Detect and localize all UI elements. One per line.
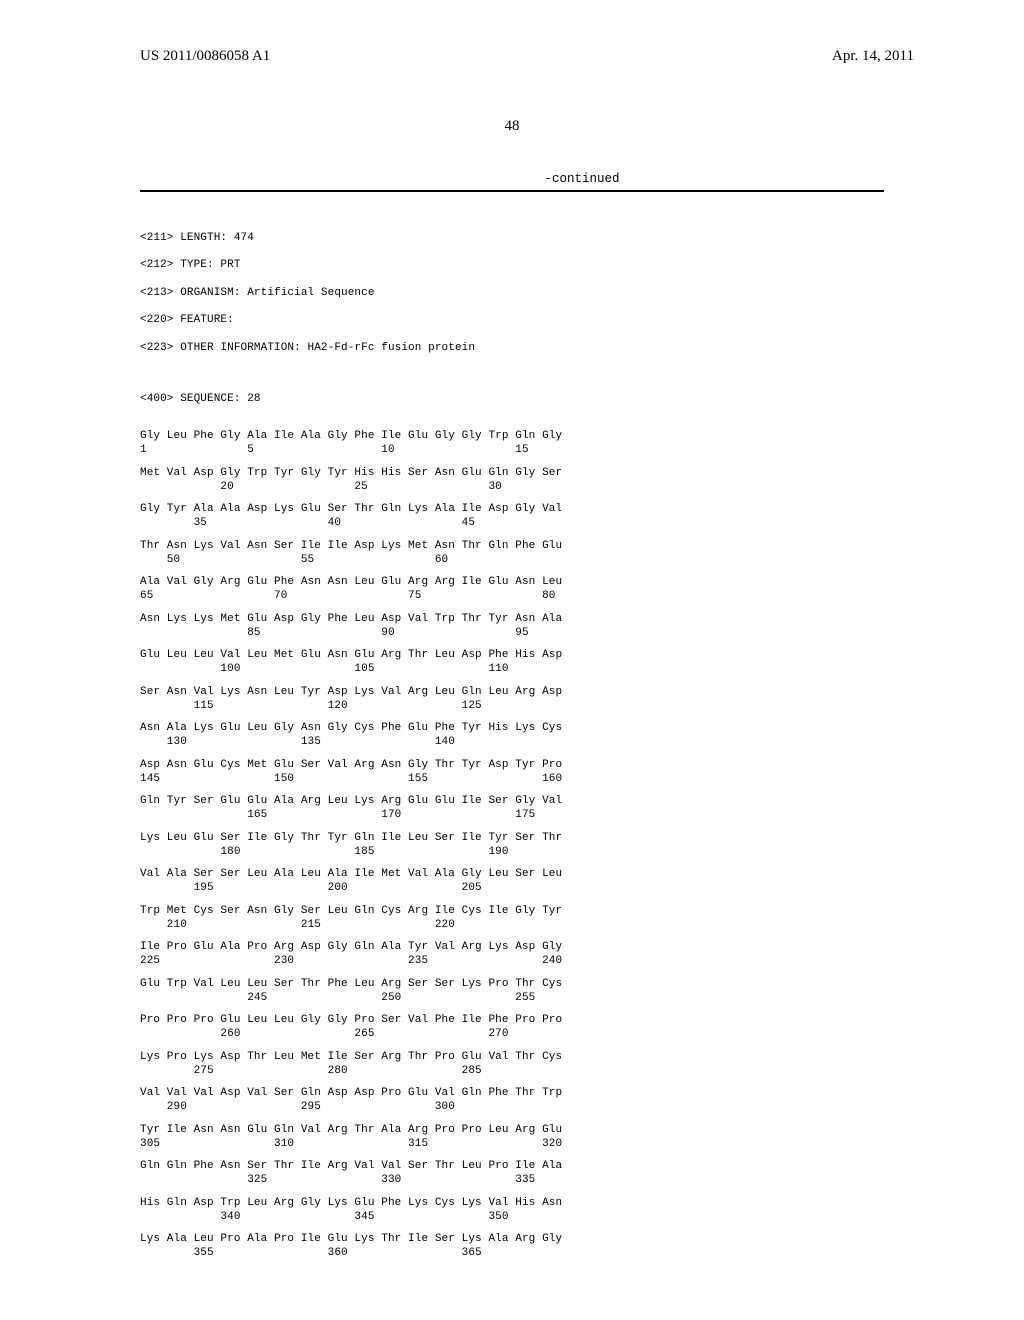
horizontal-rule bbox=[140, 190, 884, 192]
position-number-line: 245 250 255 bbox=[140, 992, 884, 1006]
sequence-row: Met Val Asp Gly Trp Tyr Gly Tyr His His … bbox=[140, 467, 884, 495]
amino-acid-line: Lys Leu Glu Ser Ile Gly Thr Tyr Gln Ile … bbox=[140, 832, 884, 846]
sequence-row: Lys Leu Glu Ser Ile Gly Thr Tyr Gln Ile … bbox=[140, 832, 884, 860]
sequence-row: Tyr Ile Asn Asn Glu Gln Val Arg Thr Ala … bbox=[140, 1124, 884, 1152]
continued-label: -continued bbox=[0, 172, 1024, 186]
position-number-line: 210 215 220 bbox=[140, 919, 884, 933]
position-number-line: 260 265 270 bbox=[140, 1028, 884, 1042]
sequence-row: Glu Trp Val Leu Leu Ser Thr Phe Leu Arg … bbox=[140, 978, 884, 1006]
amino-acid-line: Val Val Val Asp Val Ser Gln Asp Asp Pro … bbox=[140, 1087, 884, 1101]
position-number-line: 305 310 315 320 bbox=[140, 1138, 884, 1152]
amino-acid-line: Asp Asn Glu Cys Met Glu Ser Val Arg Asn … bbox=[140, 759, 884, 773]
sequence-row: Asn Ala Lys Glu Leu Gly Asn Gly Cys Phe … bbox=[140, 722, 884, 750]
publication-number: US 2011/0086058 A1 bbox=[140, 48, 270, 65]
position-number-line: 165 170 175 bbox=[140, 809, 884, 823]
position-number-line: 1 5 10 15 bbox=[140, 444, 884, 458]
amino-acid-line: Ile Pro Glu Ala Pro Arg Asp Gly Gln Ala … bbox=[140, 941, 884, 955]
amino-acid-line: Glu Trp Val Leu Leu Ser Thr Phe Leu Arg … bbox=[140, 978, 884, 992]
seq-other-info: <223> OTHER INFORMATION: HA2-Fd-rFc fusi… bbox=[140, 342, 884, 356]
seq-organism: <213> ORGANISM: Artificial Sequence bbox=[140, 287, 884, 301]
sequence-row: Lys Pro Lys Asp Thr Leu Met Ile Ser Arg … bbox=[140, 1051, 884, 1079]
amino-acid-line: Lys Ala Leu Pro Ala Pro Ile Glu Lys Thr … bbox=[140, 1233, 884, 1247]
sequence-row: Asn Lys Lys Met Glu Asp Gly Phe Leu Asp … bbox=[140, 613, 884, 641]
position-number-line: 100 105 110 bbox=[140, 663, 884, 677]
sequence-row: Gln Tyr Ser Glu Glu Ala Arg Leu Lys Arg … bbox=[140, 795, 884, 823]
sequence-listing: <211> LENGTH: 474 <212> TYPE: PRT <213> … bbox=[140, 204, 884, 1284]
amino-acid-line: Gln Tyr Ser Glu Glu Ala Arg Leu Lys Arg … bbox=[140, 795, 884, 809]
header-row: US 2011/0086058 A1 Apr. 14, 2011 bbox=[0, 48, 1024, 65]
sequence-rows-container: Gly Leu Phe Gly Ala Ile Ala Gly Phe Ile … bbox=[140, 430, 884, 1261]
position-number-line: 50 55 60 bbox=[140, 554, 884, 568]
position-number-line: 355 360 365 bbox=[140, 1247, 884, 1261]
sequence-row: Val Ala Ser Ser Leu Ala Leu Ala Ile Met … bbox=[140, 868, 884, 896]
position-number-line: 65 70 75 80 bbox=[140, 590, 884, 604]
seq-length: <211> LENGTH: 474 bbox=[140, 232, 884, 246]
amino-acid-line: Tyr Ile Asn Asn Glu Gln Val Arg Thr Ala … bbox=[140, 1124, 884, 1138]
position-number-line: 225 230 235 240 bbox=[140, 955, 884, 969]
sequence-row: Ala Val Gly Arg Glu Phe Asn Asn Leu Glu … bbox=[140, 576, 884, 604]
amino-acid-line: Val Ala Ser Ser Leu Ala Leu Ala Ile Met … bbox=[140, 868, 884, 882]
sequence-row: Pro Pro Pro Glu Leu Leu Gly Gly Pro Ser … bbox=[140, 1014, 884, 1042]
position-number-line: 20 25 30 bbox=[140, 481, 884, 495]
sequence-row: Trp Met Cys Ser Asn Gly Ser Leu Gln Cys … bbox=[140, 905, 884, 933]
amino-acid-line: Gly Tyr Ala Ala Asp Lys Glu Ser Thr Gln … bbox=[140, 503, 884, 517]
amino-acid-line: Asn Ala Lys Glu Leu Gly Asn Gly Cys Phe … bbox=[140, 722, 884, 736]
position-number-line: 275 280 285 bbox=[140, 1065, 884, 1079]
sequence-row: Gly Tyr Ala Ala Asp Lys Glu Ser Thr Gln … bbox=[140, 503, 884, 531]
amino-acid-line: Ala Val Gly Arg Glu Phe Asn Asn Leu Glu … bbox=[140, 576, 884, 590]
seq-type: <212> TYPE: PRT bbox=[140, 259, 884, 273]
position-number-line: 145 150 155 160 bbox=[140, 773, 884, 787]
amino-acid-line: Gln Gln Phe Asn Ser Thr Ile Arg Val Val … bbox=[140, 1160, 884, 1174]
sequence-row: Lys Ala Leu Pro Ala Pro Ile Glu Lys Thr … bbox=[140, 1233, 884, 1261]
amino-acid-line: Met Val Asp Gly Trp Tyr Gly Tyr His His … bbox=[140, 467, 884, 481]
position-number-line: 325 330 335 bbox=[140, 1174, 884, 1188]
amino-acid-line: Pro Pro Pro Glu Leu Leu Gly Gly Pro Ser … bbox=[140, 1014, 884, 1028]
position-number-line: 130 135 140 bbox=[140, 736, 884, 750]
amino-acid-line: Trp Met Cys Ser Asn Gly Ser Leu Gln Cys … bbox=[140, 905, 884, 919]
page-number: 48 bbox=[0, 118, 1024, 135]
amino-acid-line: Thr Asn Lys Val Asn Ser Ile Ile Asp Lys … bbox=[140, 540, 884, 554]
sequence-row: Val Val Val Asp Val Ser Gln Asp Asp Pro … bbox=[140, 1087, 884, 1115]
sequence-row: Asp Asn Glu Cys Met Glu Ser Val Arg Asn … bbox=[140, 759, 884, 787]
amino-acid-line: Gly Leu Phe Gly Ala Ile Ala Gly Phe Ile … bbox=[140, 430, 884, 444]
amino-acid-line: Asn Lys Lys Met Glu Asp Gly Phe Leu Asp … bbox=[140, 613, 884, 627]
position-number-line: 340 345 350 bbox=[140, 1211, 884, 1225]
sequence-row: Glu Leu Leu Val Leu Met Glu Asn Glu Arg … bbox=[140, 649, 884, 677]
sequence-row: Gln Gln Phe Asn Ser Thr Ile Arg Val Val … bbox=[140, 1160, 884, 1188]
amino-acid-line: Lys Pro Lys Asp Thr Leu Met Ile Ser Arg … bbox=[140, 1051, 884, 1065]
sequence-id: <400> SEQUENCE: 28 bbox=[140, 393, 884, 407]
publication-date: Apr. 14, 2011 bbox=[832, 48, 914, 65]
amino-acid-line: His Gln Asp Trp Leu Arg Gly Lys Glu Phe … bbox=[140, 1197, 884, 1211]
position-number-line: 115 120 125 bbox=[140, 700, 884, 714]
position-number-line: 35 40 45 bbox=[140, 517, 884, 531]
sequence-row: Ile Pro Glu Ala Pro Arg Asp Gly Gln Ala … bbox=[140, 941, 884, 969]
position-number-line: 290 295 300 bbox=[140, 1101, 884, 1115]
seq-feature: <220> FEATURE: bbox=[140, 314, 884, 328]
sequence-row: Gly Leu Phe Gly Ala Ile Ala Gly Phe Ile … bbox=[140, 430, 884, 458]
position-number-line: 180 185 190 bbox=[140, 846, 884, 860]
sequence-row: His Gln Asp Trp Leu Arg Gly Lys Glu Phe … bbox=[140, 1197, 884, 1225]
position-number-line: 85 90 95 bbox=[140, 627, 884, 641]
sequence-header: <211> LENGTH: 474 <212> TYPE: PRT <213> … bbox=[140, 218, 884, 369]
sequence-row: Thr Asn Lys Val Asn Ser Ile Ile Asp Lys … bbox=[140, 540, 884, 568]
position-number-line: 195 200 205 bbox=[140, 882, 884, 896]
amino-acid-line: Glu Leu Leu Val Leu Met Glu Asn Glu Arg … bbox=[140, 649, 884, 663]
sequence-row: Ser Asn Val Lys Asn Leu Tyr Asp Lys Val … bbox=[140, 686, 884, 714]
amino-acid-line: Ser Asn Val Lys Asn Leu Tyr Asp Lys Val … bbox=[140, 686, 884, 700]
